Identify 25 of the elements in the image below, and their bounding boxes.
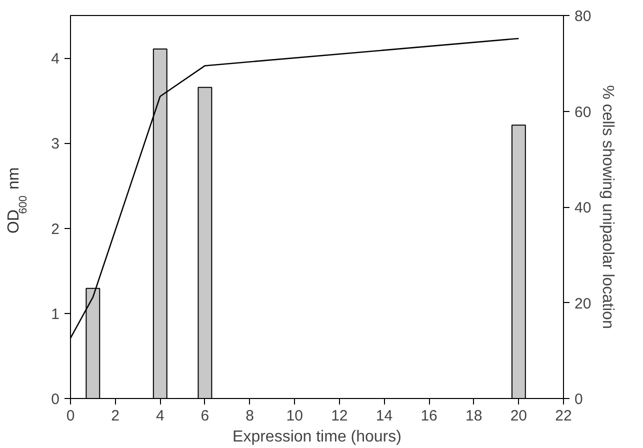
y-tick-label: 1 <box>51 306 60 323</box>
x-tick-label: 14 <box>376 408 393 424</box>
x-tick-label: 20 <box>510 408 528 424</box>
x-tick-label: 10 <box>286 408 303 424</box>
y2-tick-label: 0 <box>574 391 583 408</box>
y-tick-label: 0 <box>51 391 60 408</box>
y-axis-title: OD600 nm <box>6 167 30 234</box>
y-tick-label: 3 <box>51 136 60 153</box>
x-tick-label: 22 <box>555 408 572 424</box>
x-tick-label: 12 <box>331 408 348 424</box>
x-tick-label: 2 <box>111 408 120 424</box>
x-tick-label: 4 <box>156 408 164 424</box>
x-tick-label: 6 <box>200 408 210 424</box>
x-axis-title: Expression time (hours) <box>232 428 402 446</box>
x-tick-label: 16 <box>420 408 438 424</box>
y2-axis-title: % cells showing unipaolar location <box>599 85 616 329</box>
y2-tick-label: 20 <box>574 295 592 312</box>
y2-tick-label: 60 <box>574 104 592 121</box>
x-tick-label: 0 <box>66 408 75 424</box>
x-tick-label: 8 <box>246 408 254 424</box>
x-tick-label: 18 <box>466 408 482 424</box>
y-tick-label: 2 <box>51 220 60 238</box>
y2-tick-label: 40 <box>574 200 592 216</box>
y2-tick-label: 80 <box>574 8 592 25</box>
y-tick-label: 4 <box>51 50 60 68</box>
